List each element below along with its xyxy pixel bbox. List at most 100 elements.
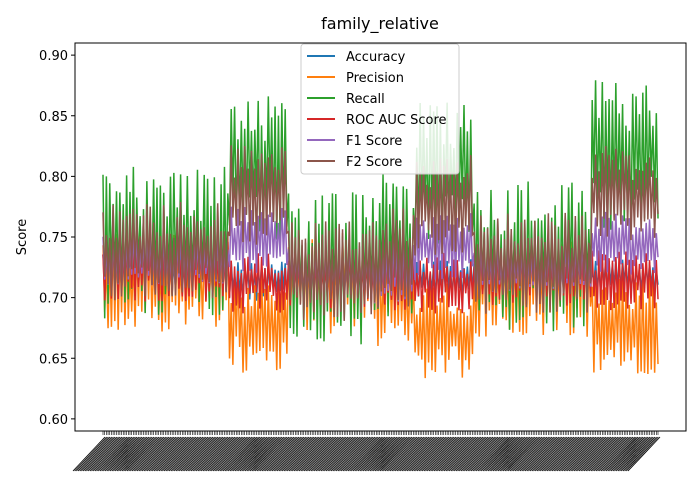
y-axis-label: Score — [15, 219, 30, 255]
x-tick-label — [504, 436, 538, 472]
x-tick-label — [86, 436, 119, 472]
x-tick-label — [97, 436, 131, 472]
legend-label: Accuracy — [346, 50, 406, 65]
x-tick-label — [202, 436, 236, 472]
x-tick-label — [84, 436, 118, 472]
x-tick-label — [168, 436, 202, 472]
x-tick-label — [558, 436, 592, 472]
x-tick-label — [121, 436, 155, 472]
x-tick-label — [563, 436, 597, 472]
x-tick-label — [388, 436, 421, 472]
x-tick-label — [160, 436, 194, 472]
x-tick-label — [482, 436, 516, 472]
x-tick-label — [420, 436, 453, 472]
x-tick-label — [372, 436, 406, 472]
x-tick-label — [401, 436, 435, 472]
x-tick-label — [123, 436, 156, 472]
x-tick-label — [455, 436, 489, 472]
x-tick-label — [293, 436, 327, 472]
x-tick-label — [244, 436, 278, 472]
x-tick-label — [464, 436, 497, 472]
x-tick-label — [371, 436, 404, 472]
legend-box — [300, 43, 460, 175]
x-tick-label — [383, 436, 416, 472]
x-tick-label — [290, 436, 323, 472]
x-tick-label — [135, 436, 168, 472]
legend: Accuracy Precision Recall ROC AUC Score F1 S… — [300, 43, 460, 175]
x-tick-label — [610, 436, 644, 472]
x-tick-label — [403, 436, 436, 472]
x-tick-label — [469, 436, 502, 472]
x-tick-label — [312, 436, 345, 472]
x-tick-label — [103, 436, 136, 472]
x-tick-label — [163, 436, 197, 472]
x-tick-label — [258, 436, 291, 472]
x-tick-label — [229, 436, 263, 472]
x-tick-label — [259, 436, 293, 472]
x-tick-label — [369, 436, 403, 472]
x-tick-label — [565, 436, 598, 472]
x-tick-label — [124, 436, 158, 472]
x-tick-label — [448, 436, 482, 472]
x-tick-label — [398, 436, 431, 472]
x-tick-label — [543, 436, 576, 472]
x-tick-label — [199, 436, 232, 472]
x-tick-label — [101, 436, 135, 472]
x-tick-label — [155, 436, 188, 472]
x-tick-label — [295, 436, 329, 472]
x-tick-label — [518, 436, 551, 472]
x-tick-label — [131, 436, 165, 472]
x-tick-label — [600, 436, 634, 472]
x-tick-label — [404, 436, 438, 472]
x-tick-label — [480, 436, 514, 472]
x-tick-label — [393, 436, 426, 472]
x-tick-label — [241, 436, 275, 472]
x-tick-label — [207, 436, 241, 472]
legend-label: Recall — [346, 92, 385, 107]
x-tick-label — [391, 436, 425, 472]
x-tick-label — [362, 436, 396, 472]
x-tick-label — [256, 436, 290, 472]
x-tick-label — [113, 436, 146, 472]
x-tick-label — [619, 436, 652, 472]
x-tick-label — [625, 436, 659, 472]
x-tick-label — [108, 436, 141, 472]
x-tick-label — [516, 436, 549, 472]
x-tick-label — [313, 436, 347, 472]
x-tick-label — [76, 436, 109, 472]
x-tick-label — [237, 436, 271, 472]
x-tick-label — [275, 436, 308, 472]
x-tick-label — [617, 436, 651, 472]
x-tick-label — [499, 436, 533, 472]
x-tick-label — [379, 436, 413, 472]
x-tick-label — [297, 436, 330, 472]
x-tick-label — [209, 436, 242, 472]
x-tick-label — [378, 436, 411, 472]
x-tick-label — [342, 436, 376, 472]
y-tick-label: 0.85 — [39, 110, 68, 125]
x-tick-label — [194, 436, 227, 472]
x-tick-label — [452, 436, 485, 472]
x-tick-label — [477, 436, 511, 472]
x-tick-label — [501, 436, 534, 472]
x-tick-label — [322, 436, 355, 472]
x-tick-label — [627, 436, 661, 472]
x-tick-label — [349, 436, 382, 472]
x-tick-label — [502, 436, 536, 472]
x-tick-label — [211, 436, 244, 472]
x-tick-label — [340, 436, 374, 472]
x-tick-label — [359, 436, 393, 472]
x-tick-label — [352, 436, 386, 472]
x-tick-label — [595, 436, 629, 472]
x-tick-label — [92, 436, 126, 472]
x-tick-label — [512, 436, 546, 472]
x-tick-label — [111, 436, 145, 472]
x-tick-label — [87, 436, 121, 472]
x-tick-label — [189, 436, 222, 472]
x-tick-label — [357, 436, 391, 472]
x-tick-label — [214, 436, 248, 472]
x-tick-label — [89, 436, 123, 472]
x-tick-label — [185, 436, 219, 472]
x-tick-label — [318, 436, 352, 472]
x-tick-label — [410, 436, 443, 472]
